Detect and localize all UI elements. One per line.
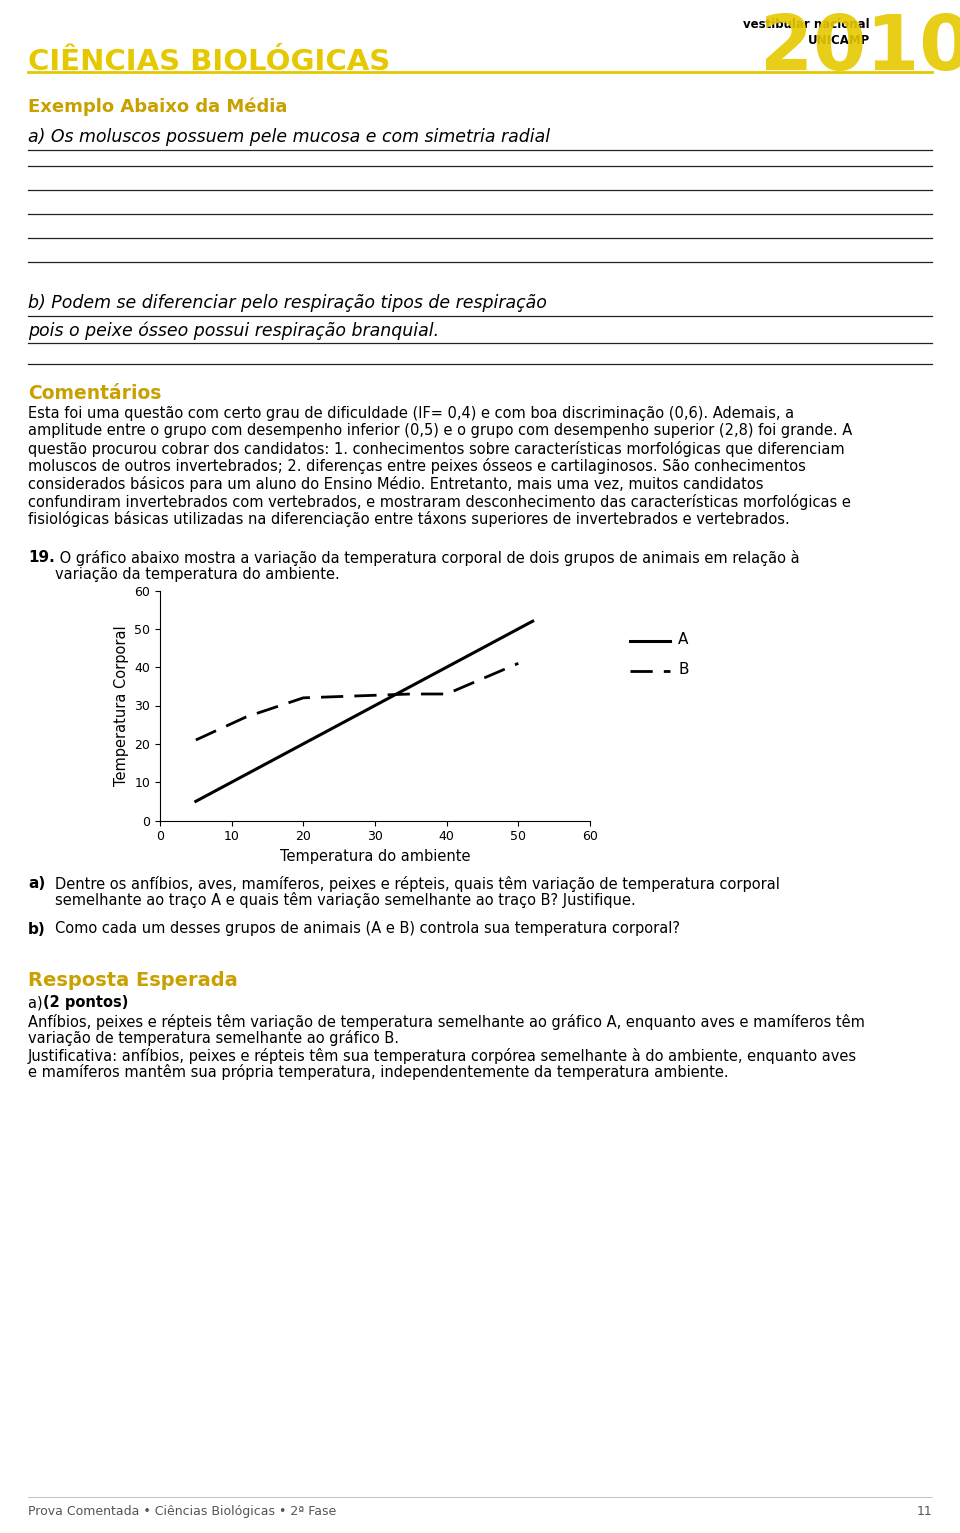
Text: questão procurou cobrar dos candidatos: 1. conhecimentos sobre características m: questão procurou cobrar dos candidatos: … (28, 442, 845, 457)
Text: Exemplo Abaixo da Média: Exemplo Abaixo da Média (28, 98, 287, 117)
Text: CIÊNCIAS BIOLÓGICAS: CIÊNCIAS BIOLÓGICAS (28, 48, 391, 77)
Text: amplitude entre o grupo com desempenho inferior (0,5) e o grupo com desempenho s: amplitude entre o grupo com desempenho i… (28, 423, 852, 438)
Text: 2010: 2010 (760, 12, 960, 86)
Text: a) Os moluscos possuem pele mucosa e com simetria radial: a) Os moluscos possuem pele mucosa e com… (28, 127, 550, 146)
Text: A: A (678, 632, 688, 647)
Text: Prova Comentada • Ciências Biológicas • 2ª Fase: Prova Comentada • Ciências Biológicas • … (28, 1505, 336, 1518)
Text: moluscos de outros invertebrados; 2. diferenças entre peixes ósseos e cartilagin: moluscos de outros invertebrados; 2. dif… (28, 458, 805, 475)
Text: variação da temperatura do ambiente.: variação da temperatura do ambiente. (55, 567, 340, 583)
Text: b) Podem se diferenciar pelo respiração tipos de respiração: b) Podem se diferenciar pelo respiração … (28, 294, 547, 313)
Text: Esta foi uma questão com certo grau de dificuldade (IF= 0,4) e com boa discrimin: Esta foi uma questão com certo grau de d… (28, 406, 794, 422)
X-axis label: Temperatura do ambiente: Temperatura do ambiente (279, 849, 470, 863)
Text: confundiram invertebrados com vertebrados, e mostraram desconhecimento das carac: confundiram invertebrados com vertebrado… (28, 494, 851, 509)
Text: 11: 11 (916, 1505, 932, 1518)
Text: Como cada um desses grupos de animais (A e B) controla sua temperatura corporal?: Como cada um desses grupos de animais (A… (55, 921, 680, 937)
Text: (2 pontos): (2 pontos) (43, 995, 129, 1010)
Text: B: B (678, 662, 688, 678)
Text: Comentários: Comentários (28, 383, 161, 403)
Text: vestibular nacional
UNICAMP: vestibular nacional UNICAMP (743, 18, 870, 48)
Text: variação de temperatura semelhante ao gráfico B.: variação de temperatura semelhante ao gr… (28, 1030, 399, 1047)
Text: semelhante ao traço A e quais têm variação semelhante ao traço B? Justifique.: semelhante ao traço A e quais têm variaç… (55, 892, 636, 909)
Text: Resposta Esperada: Resposta Esperada (28, 972, 238, 990)
Text: a): a) (28, 995, 47, 1010)
Text: Anfíbios, peixes e répteis têm variação de temperatura semelhante ao gráfico A, : Anfíbios, peixes e répteis têm variação … (28, 1013, 865, 1030)
Text: Dentre os anfíbios, aves, mamíferos, peixes e répteis, quais têm variação de tem: Dentre os anfíbios, aves, mamíferos, pei… (55, 875, 780, 892)
Y-axis label: Temperatura Corporal: Temperatura Corporal (113, 625, 129, 786)
Text: considerados básicos para um aluno do Ensino Médio. Entretanto, mais uma vez, mu: considerados básicos para um aluno do En… (28, 477, 763, 492)
Text: e mamíferos mantêm sua própria temperatura, independentemente da temperatura amb: e mamíferos mantêm sua própria temperatu… (28, 1064, 729, 1081)
Text: fisiológicas básicas utilizadas na diferenciação entre táxons superiores de inve: fisiológicas básicas utilizadas na difer… (28, 510, 790, 527)
Text: pois o peixe ósseo possui respiração branquial.: pois o peixe ósseo possui respiração bra… (28, 320, 439, 339)
Text: b): b) (28, 921, 46, 937)
Text: a): a) (28, 875, 45, 891)
Text: O gráfico abaixo mostra a variação da temperatura corporal de dois grupos de ani: O gráfico abaixo mostra a variação da te… (55, 550, 800, 567)
Text: 19.: 19. (28, 550, 55, 566)
Text: Justificativa: anfíbios, peixes e répteis têm sua temperatura corpórea semelhant: Justificativa: anfíbios, peixes e réptei… (28, 1047, 857, 1064)
